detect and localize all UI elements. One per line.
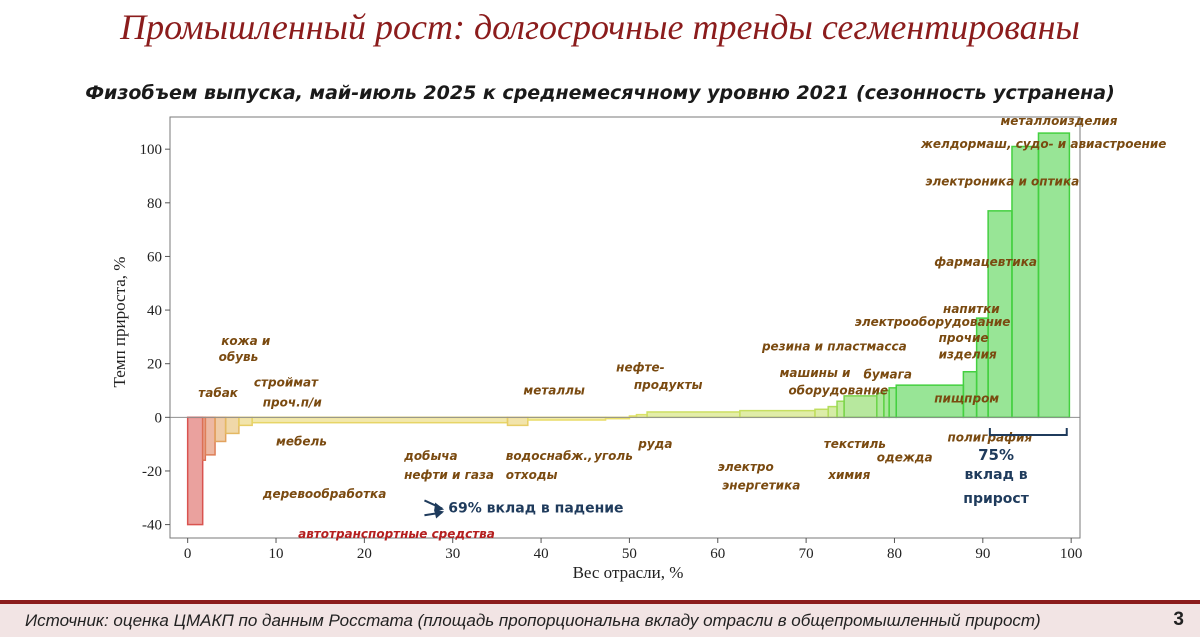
category-label: одежда xyxy=(877,451,933,465)
category-label: металлоизделия xyxy=(1000,114,1117,128)
bar-7 xyxy=(251,416,509,424)
bar-14 xyxy=(739,409,816,419)
category-label: желдормаш, судо- и авиастроение xyxy=(920,137,1166,151)
decline-contribution-annotation: 69% вклад в падение xyxy=(448,501,623,517)
x-tick-label: 70 xyxy=(799,546,814,562)
labels-layer: табак кожа и обувь строймат проч.п/и мебель де… xyxy=(198,114,1166,541)
bar-22 xyxy=(895,384,965,419)
x-tick-label: 0 xyxy=(184,546,192,562)
y-tick-label: 80 xyxy=(147,196,162,212)
category-label: изделия xyxy=(939,347,997,361)
category-label: пищпром xyxy=(934,392,999,406)
x-tick-label: 60 xyxy=(710,546,725,562)
x-tick-label: 40 xyxy=(534,546,549,562)
category-label: продукты xyxy=(634,378,703,392)
x-tick-label: 80 xyxy=(887,546,902,562)
y-tick-label: 20 xyxy=(147,357,162,373)
category-label: фармацевтика xyxy=(934,255,1037,269)
category-label: электроника и оптика xyxy=(925,174,1079,188)
page-number: 3 xyxy=(1173,609,1184,630)
category-label: бумага xyxy=(864,367,912,381)
category-label: текстиль xyxy=(824,437,886,451)
growth-contribution-annotation: прирост xyxy=(963,491,1029,507)
y-tick-label: -20 xyxy=(142,464,162,480)
footer: Источник: оценка ЦМАКП по данным Росстат… xyxy=(0,600,1200,637)
category-label: уголь xyxy=(594,449,633,463)
y-tick-label: -40 xyxy=(142,518,162,534)
bar-13 xyxy=(646,411,741,419)
category-label: отходы xyxy=(506,468,558,482)
category-label: кожа и xyxy=(221,334,271,348)
bar-21 xyxy=(888,387,897,419)
bar-17 xyxy=(836,400,845,419)
x-tick-label: 50 xyxy=(622,546,637,562)
bar-3 xyxy=(204,416,216,456)
category-label: оборудование xyxy=(788,384,888,398)
growth-bracket xyxy=(988,428,1068,437)
ticks-layer: 0 10 20 30 40 50 60 70 80 90 100 -40 -20 0 20 40 60 80 100 xyxy=(140,142,1083,562)
arrow-head-icon xyxy=(434,509,445,519)
arrow-head-icon xyxy=(434,502,445,512)
category-label: мебель xyxy=(276,434,327,448)
plot-frame xyxy=(169,116,1081,539)
x-tick-label: 10 xyxy=(269,546,284,562)
growth-contribution-annotation: 75% xyxy=(978,446,1014,464)
y-tick-label: 0 xyxy=(155,410,163,426)
y-axis-title: Темп прироста, % xyxy=(110,257,129,388)
bar-16 xyxy=(827,405,838,419)
bar-5 xyxy=(224,416,240,435)
x-tick-label: 30 xyxy=(445,546,460,562)
category-label: обувь xyxy=(219,350,259,364)
category-label: руда xyxy=(637,437,672,451)
category-label: проч.п/и xyxy=(263,396,323,410)
chart-title: Физобъем выпуска, май-июль 2025 к средне… xyxy=(85,82,1115,104)
x-tick-label: 100 xyxy=(1060,546,1083,562)
category-label: химия xyxy=(827,468,870,482)
annotations-layer: 69% вклад в падение 75% вклад в прирост xyxy=(424,428,1068,519)
category-label: водоснабж., xyxy=(506,449,593,463)
category-label: нефти и газа xyxy=(404,468,494,482)
x-tick-label: 20 xyxy=(357,546,372,562)
category-label: резина и пластмасса xyxy=(761,339,907,353)
y-tick-label: 40 xyxy=(147,303,162,319)
bar-15 xyxy=(814,408,829,419)
bars-layer xyxy=(186,132,1071,526)
bar-6 xyxy=(238,416,253,427)
growth-contribution-annotation: вклад в xyxy=(965,467,1028,483)
category-label: строймат xyxy=(254,375,319,389)
growth-chart: 0 10 20 30 40 50 60 70 80 90 100 -40 -20 0 20 40 60 80 100… xyxy=(110,114,1166,582)
footer-source: Источник: оценка ЦМАКП по данным Росстат… xyxy=(25,611,1041,630)
category-label: машины и xyxy=(780,366,851,380)
category-label: металлы xyxy=(523,384,585,398)
slide-title: Промышленный рост: долгосрочные тренды с… xyxy=(120,7,1080,47)
bar-8 xyxy=(506,416,529,427)
y-tick-label: 100 xyxy=(140,142,163,158)
category-label: автотранспортные средства xyxy=(298,527,495,541)
category-label: табак xyxy=(198,386,239,400)
category-label: прочие xyxy=(939,331,989,345)
category-label: деревообработка xyxy=(262,487,387,501)
category-label: добыча xyxy=(403,449,458,463)
category-label: электрооборудование xyxy=(855,315,1011,329)
category-label: напитки xyxy=(943,302,1000,316)
category-label: энергетика xyxy=(722,479,800,493)
x-axis-title: Вес отрасли, % xyxy=(573,563,684,582)
bar-18 xyxy=(843,395,878,419)
x-tick-label: 90 xyxy=(975,546,990,562)
category-label: полиграфия xyxy=(947,430,1032,444)
y-tick-label: 60 xyxy=(147,249,162,265)
bar-4 xyxy=(214,416,227,443)
bar-1 xyxy=(186,416,204,526)
category-label: нефте- xyxy=(616,361,664,375)
category-label: электро xyxy=(718,460,774,474)
